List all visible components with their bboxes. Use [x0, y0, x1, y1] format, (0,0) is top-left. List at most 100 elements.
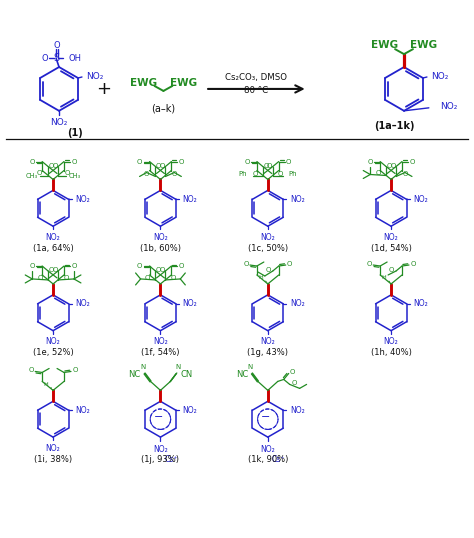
Text: O: O — [172, 172, 177, 178]
Text: NO₂: NO₂ — [50, 118, 68, 128]
Text: NO₂: NO₂ — [413, 299, 428, 308]
Text: O: O — [42, 54, 48, 62]
Text: Cs⁺: Cs⁺ — [272, 455, 285, 464]
Text: (1i, 38%): (1i, 38%) — [34, 455, 72, 464]
Text: NC: NC — [128, 370, 141, 379]
Text: NO₂: NO₂ — [260, 337, 275, 346]
Text: O: O — [36, 169, 42, 175]
Text: (1f, 54%): (1f, 54%) — [141, 348, 180, 357]
Text: O: O — [244, 159, 250, 165]
Text: OH: OH — [69, 54, 82, 62]
Text: O: O — [179, 263, 184, 269]
Text: (1a–1k): (1a–1k) — [374, 121, 414, 131]
Text: O: O — [145, 275, 150, 281]
Text: NO₂: NO₂ — [86, 73, 104, 81]
Text: O: O — [64, 275, 69, 281]
Text: O: O — [402, 172, 408, 178]
Text: O: O — [72, 367, 78, 373]
Text: O: O — [278, 172, 283, 178]
Text: O: O — [156, 267, 161, 273]
Text: CN: CN — [180, 370, 192, 379]
Text: O: O — [156, 162, 161, 168]
Text: EWG: EWG — [170, 78, 197, 88]
Text: Ph: Ph — [288, 172, 297, 178]
Text: O: O — [144, 172, 149, 178]
Text: H: H — [382, 275, 386, 280]
Text: (1k, 90%): (1k, 90%) — [247, 455, 288, 464]
Text: O: O — [71, 263, 77, 269]
Text: EWG: EWG — [371, 40, 398, 50]
Text: NO₂: NO₂ — [290, 406, 305, 415]
Text: CH₃: CH₃ — [69, 173, 81, 180]
Text: O: O — [243, 261, 249, 267]
Text: NO₂: NO₂ — [75, 195, 90, 204]
Text: NO₂: NO₂ — [431, 73, 448, 81]
Text: O: O — [37, 275, 43, 281]
Text: O: O — [391, 162, 396, 168]
Text: NO₂: NO₂ — [153, 444, 168, 454]
Text: NO₂: NO₂ — [46, 337, 61, 346]
Text: EWG: EWG — [410, 40, 438, 50]
Text: O: O — [265, 267, 271, 273]
Text: NO₂: NO₂ — [46, 443, 61, 452]
Text: O: O — [71, 159, 77, 165]
Text: O: O — [53, 267, 58, 273]
Text: (1g, 43%): (1g, 43%) — [247, 348, 288, 357]
Text: O: O — [366, 261, 372, 267]
Text: O: O — [388, 267, 394, 273]
Text: (1e, 52%): (1e, 52%) — [33, 348, 73, 357]
Text: O: O — [290, 370, 295, 376]
Text: H: H — [44, 382, 48, 387]
Text: (a–k): (a–k) — [151, 104, 175, 114]
Text: 80 °C: 80 °C — [244, 87, 268, 95]
Text: O: O — [287, 261, 292, 267]
Text: NO₂: NO₂ — [75, 299, 90, 308]
Text: NO₂: NO₂ — [290, 299, 305, 308]
Text: Ph: Ph — [238, 172, 247, 178]
Text: NO₂: NO₂ — [182, 299, 197, 308]
Text: NO₂: NO₂ — [46, 232, 61, 242]
Text: NO₂: NO₂ — [153, 232, 168, 242]
Text: O: O — [367, 159, 373, 165]
Text: O: O — [267, 162, 273, 168]
Text: (1a, 64%): (1a, 64%) — [33, 244, 73, 253]
Text: −: − — [154, 412, 163, 422]
Text: NO₂: NO₂ — [182, 195, 197, 204]
Text: S: S — [53, 53, 59, 62]
Text: O: O — [29, 159, 35, 165]
Text: O: O — [252, 172, 257, 178]
Text: N: N — [176, 364, 181, 371]
Text: NO₂: NO₂ — [260, 232, 275, 242]
Text: NO₂: NO₂ — [260, 444, 275, 454]
Text: O: O — [263, 162, 268, 168]
Text: O: O — [48, 162, 54, 168]
Text: NO₂: NO₂ — [75, 406, 90, 415]
Text: O: O — [48, 267, 54, 273]
Text: O: O — [375, 171, 381, 176]
Text: O: O — [410, 261, 416, 267]
Text: O: O — [179, 159, 184, 165]
Text: (1): (1) — [67, 128, 83, 138]
Text: −: − — [261, 412, 271, 422]
Text: O: O — [64, 169, 70, 175]
Text: O: O — [54, 41, 60, 49]
Text: O: O — [53, 162, 58, 168]
Text: NO₂: NO₂ — [384, 232, 399, 242]
Text: NO₂: NO₂ — [290, 195, 305, 204]
Text: O: O — [160, 267, 165, 273]
Text: (1d, 54%): (1d, 54%) — [371, 244, 411, 253]
Text: NO₂: NO₂ — [440, 102, 457, 111]
Text: O: O — [386, 162, 392, 168]
Text: N: N — [140, 364, 145, 371]
Text: O: O — [286, 159, 292, 165]
Text: O: O — [171, 275, 176, 281]
Text: O: O — [137, 159, 142, 165]
Text: (1h, 40%): (1h, 40%) — [371, 348, 411, 357]
Text: Cs⁺: Cs⁺ — [164, 455, 178, 464]
Text: NO₂: NO₂ — [182, 406, 197, 415]
Text: O: O — [28, 367, 34, 373]
Text: (1j, 93%): (1j, 93%) — [141, 455, 180, 464]
Text: +: + — [96, 80, 111, 98]
Text: O: O — [137, 263, 142, 269]
Text: O: O — [292, 380, 297, 386]
